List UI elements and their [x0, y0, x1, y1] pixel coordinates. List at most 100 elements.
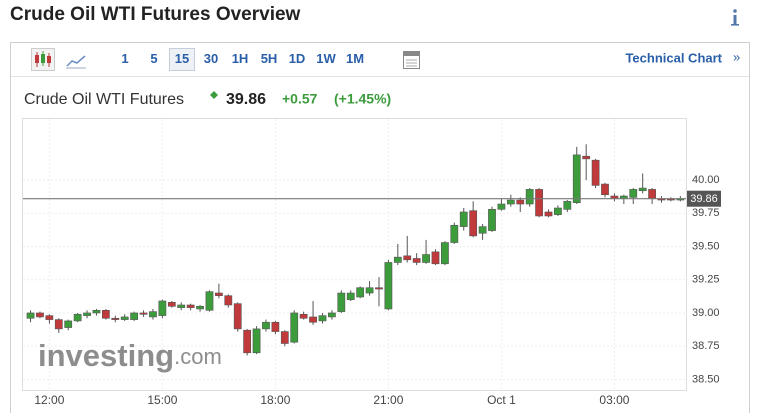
interval-button[interactable]: 30	[204, 51, 218, 66]
candle-body	[469, 210, 478, 237]
candle-body	[648, 189, 656, 200]
last-price: 39.86	[226, 91, 266, 108]
y-tick-label: 39.25	[692, 274, 720, 286]
candle-body	[120, 316, 129, 320]
interval-button[interactable]: 5	[150, 51, 157, 66]
candle-body	[271, 321, 280, 332]
candle-body	[280, 331, 289, 344]
candle-body	[638, 187, 647, 192]
price-change-percent: (+1.45%)	[334, 91, 391, 107]
candle-body	[337, 292, 346, 312]
x-tick-label: 21:00	[373, 393, 403, 407]
candle-body	[346, 292, 355, 300]
y-tick-label: 40.00	[692, 174, 720, 186]
candle-body	[516, 199, 525, 205]
candle-body	[459, 211, 468, 227]
candle-body	[563, 201, 572, 210]
instrument-name: Crude Oil WTI Futures	[24, 91, 184, 108]
candle-body	[243, 329, 252, 354]
candle-body	[601, 183, 609, 196]
x-tick-label: 03:00	[599, 393, 629, 407]
candle-body	[582, 155, 591, 160]
interval-button[interactable]: 1M	[346, 51, 364, 66]
candle-body	[422, 254, 430, 263]
up-indicator	[210, 91, 218, 99]
candle-body	[365, 287, 374, 294]
y-tick-label: 39.75	[692, 207, 720, 219]
x-tick-label: 15:00	[147, 393, 177, 407]
interval-button[interactable]: 1D	[289, 51, 306, 66]
y-tick-label: 38.50	[692, 373, 720, 385]
selected-interval-bg	[169, 48, 195, 71]
candle-body	[544, 211, 553, 217]
candle-body	[252, 328, 261, 354]
candle-body	[525, 189, 534, 205]
candle-body	[45, 315, 54, 320]
candle-body	[384, 262, 393, 310]
calendar-button[interactable]	[403, 51, 420, 69]
candle-body	[36, 312, 44, 318]
candle-body	[431, 251, 440, 265]
candle-body	[554, 207, 562, 215]
candle-body	[318, 315, 327, 322]
candle-body	[92, 309, 101, 314]
widget-title: Crude Oil WTI Futures Overview	[10, 4, 301, 25]
candle-body	[64, 320, 73, 328]
last-price-label: 39.86	[690, 193, 718, 205]
candle-body	[393, 256, 402, 263]
y-tick-label: 39.50	[692, 240, 720, 252]
candle-body	[101, 309, 110, 319]
candle-body	[506, 199, 515, 205]
interval-button[interactable]: 15	[175, 51, 189, 66]
interval-button[interactable]: 1	[121, 51, 128, 66]
candle-body	[290, 312, 299, 343]
watermark: investing.com	[38, 338, 222, 373]
candle-body	[478, 226, 487, 234]
candle-body	[205, 291, 214, 311]
x-tick-label: Oct 1	[487, 393, 516, 407]
candle-body	[186, 304, 195, 308]
candle-body	[299, 313, 308, 319]
technical-chart-arrow[interactable]: »	[733, 49, 740, 64]
candle-body	[375, 287, 383, 290]
y-tick-label: 39.00	[692, 307, 720, 319]
candle-body	[158, 300, 167, 316]
candle-body	[130, 312, 139, 320]
candle-body	[488, 209, 496, 231]
candle-body	[177, 304, 186, 308]
y-tick-label: 38.75	[692, 340, 720, 352]
candle-body	[572, 154, 581, 203]
candle-body	[629, 189, 638, 198]
candle-body	[450, 224, 459, 243]
overlay: 39.86	[23, 190, 721, 207]
candle-view-button[interactable]	[31, 48, 55, 71]
interval-button[interactable]: 1W	[316, 51, 336, 66]
x-tick-label: 12:00	[34, 393, 64, 407]
last-price-tag	[687, 190, 721, 207]
candle-body	[328, 312, 336, 318]
interval-button[interactable]: 1H	[232, 51, 249, 66]
candle-body	[167, 302, 176, 307]
candle-body	[215, 292, 223, 296]
candle-body	[497, 203, 506, 210]
candle-body	[54, 319, 63, 330]
candle-body	[196, 306, 204, 310]
candle-body	[403, 255, 412, 261]
line-view-button[interactable]	[66, 55, 86, 69]
interval-button[interactable]: 5H	[261, 51, 278, 66]
candle-body	[139, 312, 148, 315]
watermark-main: investing	[38, 338, 174, 373]
candle-body	[441, 242, 449, 265]
candle-body	[73, 313, 82, 322]
candle-body	[149, 311, 157, 318]
candle-body	[26, 312, 35, 319]
technical-chart-link[interactable]: Technical Chart	[625, 50, 722, 65]
info-icon[interactable]	[731, 9, 739, 26]
candle-body	[262, 321, 270, 330]
watermark-suffix: .com	[174, 344, 222, 369]
candle-body	[535, 189, 543, 217]
candle-body	[224, 295, 233, 306]
candle-body	[591, 159, 600, 186]
